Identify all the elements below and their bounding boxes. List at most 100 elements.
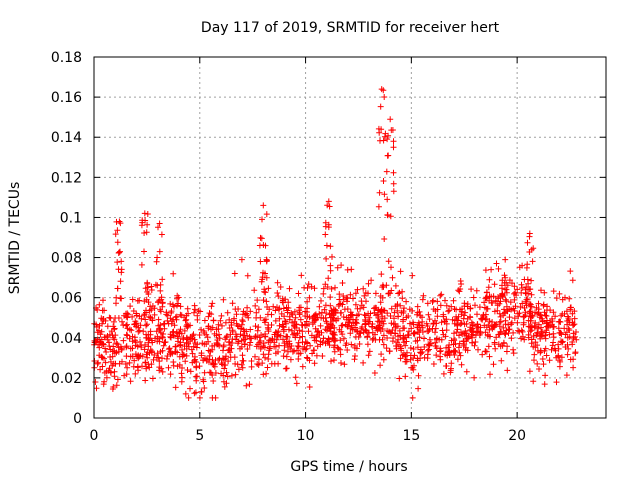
data-point [158,365,165,372]
data-point [535,325,542,332]
data-point [365,310,372,317]
data-point [210,317,217,324]
data-point [144,321,150,328]
data-point [369,336,376,343]
data-point [190,343,197,350]
data-point [255,306,262,313]
data-point [343,340,350,347]
data-point [395,290,402,297]
data-point [100,317,107,324]
data-point [198,326,205,333]
data-point [123,331,130,338]
data-point [260,297,267,304]
data-point [142,377,149,384]
data-point [272,317,279,324]
data-point [347,325,354,332]
data-point [410,366,417,373]
data-point [303,309,310,315]
data-point [276,342,283,349]
data-point [219,322,225,329]
data-point [557,329,564,336]
data-point [397,355,404,362]
x-tick-label: 5 [195,428,204,444]
data-point [500,339,507,346]
data-point [446,307,453,314]
data-point [231,354,238,361]
data-point [99,363,106,370]
data-point [136,327,143,334]
data-point [265,328,272,335]
data-point [454,356,461,363]
data-point [268,311,275,318]
y-tick-label: 0.04 [51,331,82,347]
data-point [191,357,198,364]
data-point [495,265,502,272]
data-point [407,356,414,363]
data-point [212,370,219,376]
data-point [262,331,269,337]
data-point [501,272,508,279]
data-point [177,326,184,333]
data-point [187,322,194,329]
data-point [147,303,154,310]
data-point [252,333,259,340]
data-point [508,321,514,328]
data-point [534,342,541,349]
data-point [146,336,153,343]
data-point [351,356,358,363]
data-point [227,342,234,349]
data-point [516,310,523,317]
data-point [340,335,347,342]
data-point [378,309,385,316]
data-point [327,262,334,269]
data-point [377,137,383,144]
data-point [391,315,397,322]
data-point [552,313,559,320]
data-point [474,311,480,318]
data-point [456,349,463,356]
data-point [280,336,286,343]
data-point [362,326,369,333]
data-point [183,352,190,359]
data-point [144,289,151,295]
data-point [443,302,450,309]
data-point [235,323,242,330]
data-point [365,280,372,287]
data-point [482,348,489,355]
data-point [156,220,163,227]
data-point [165,346,172,353]
data-point [291,347,298,354]
data-point [450,341,457,348]
data-point [524,276,531,283]
data-point [331,338,338,345]
data-point [421,344,428,350]
data-point [380,332,387,339]
data-point [442,297,448,304]
data-point [191,309,197,316]
data-point [404,332,411,338]
data-point [168,308,175,315]
data-point [142,359,149,366]
data-point [548,346,555,353]
data-point [316,303,323,310]
data-point [411,330,418,337]
data-point [301,284,308,291]
data-point [377,299,384,306]
data-point [97,331,104,338]
data-point [220,296,227,303]
data-point [519,300,526,307]
data-point [423,320,430,327]
data-point [193,364,200,371]
data-point [229,327,236,334]
data-point [465,335,471,342]
data-point [546,331,553,338]
data-point [110,318,117,325]
data-point [210,378,217,384]
data-point [279,321,286,328]
data-point [135,328,142,335]
data-point [295,356,302,362]
data-point [159,347,166,354]
data-point [320,285,327,292]
data-points [91,86,580,401]
data-point [255,356,262,363]
